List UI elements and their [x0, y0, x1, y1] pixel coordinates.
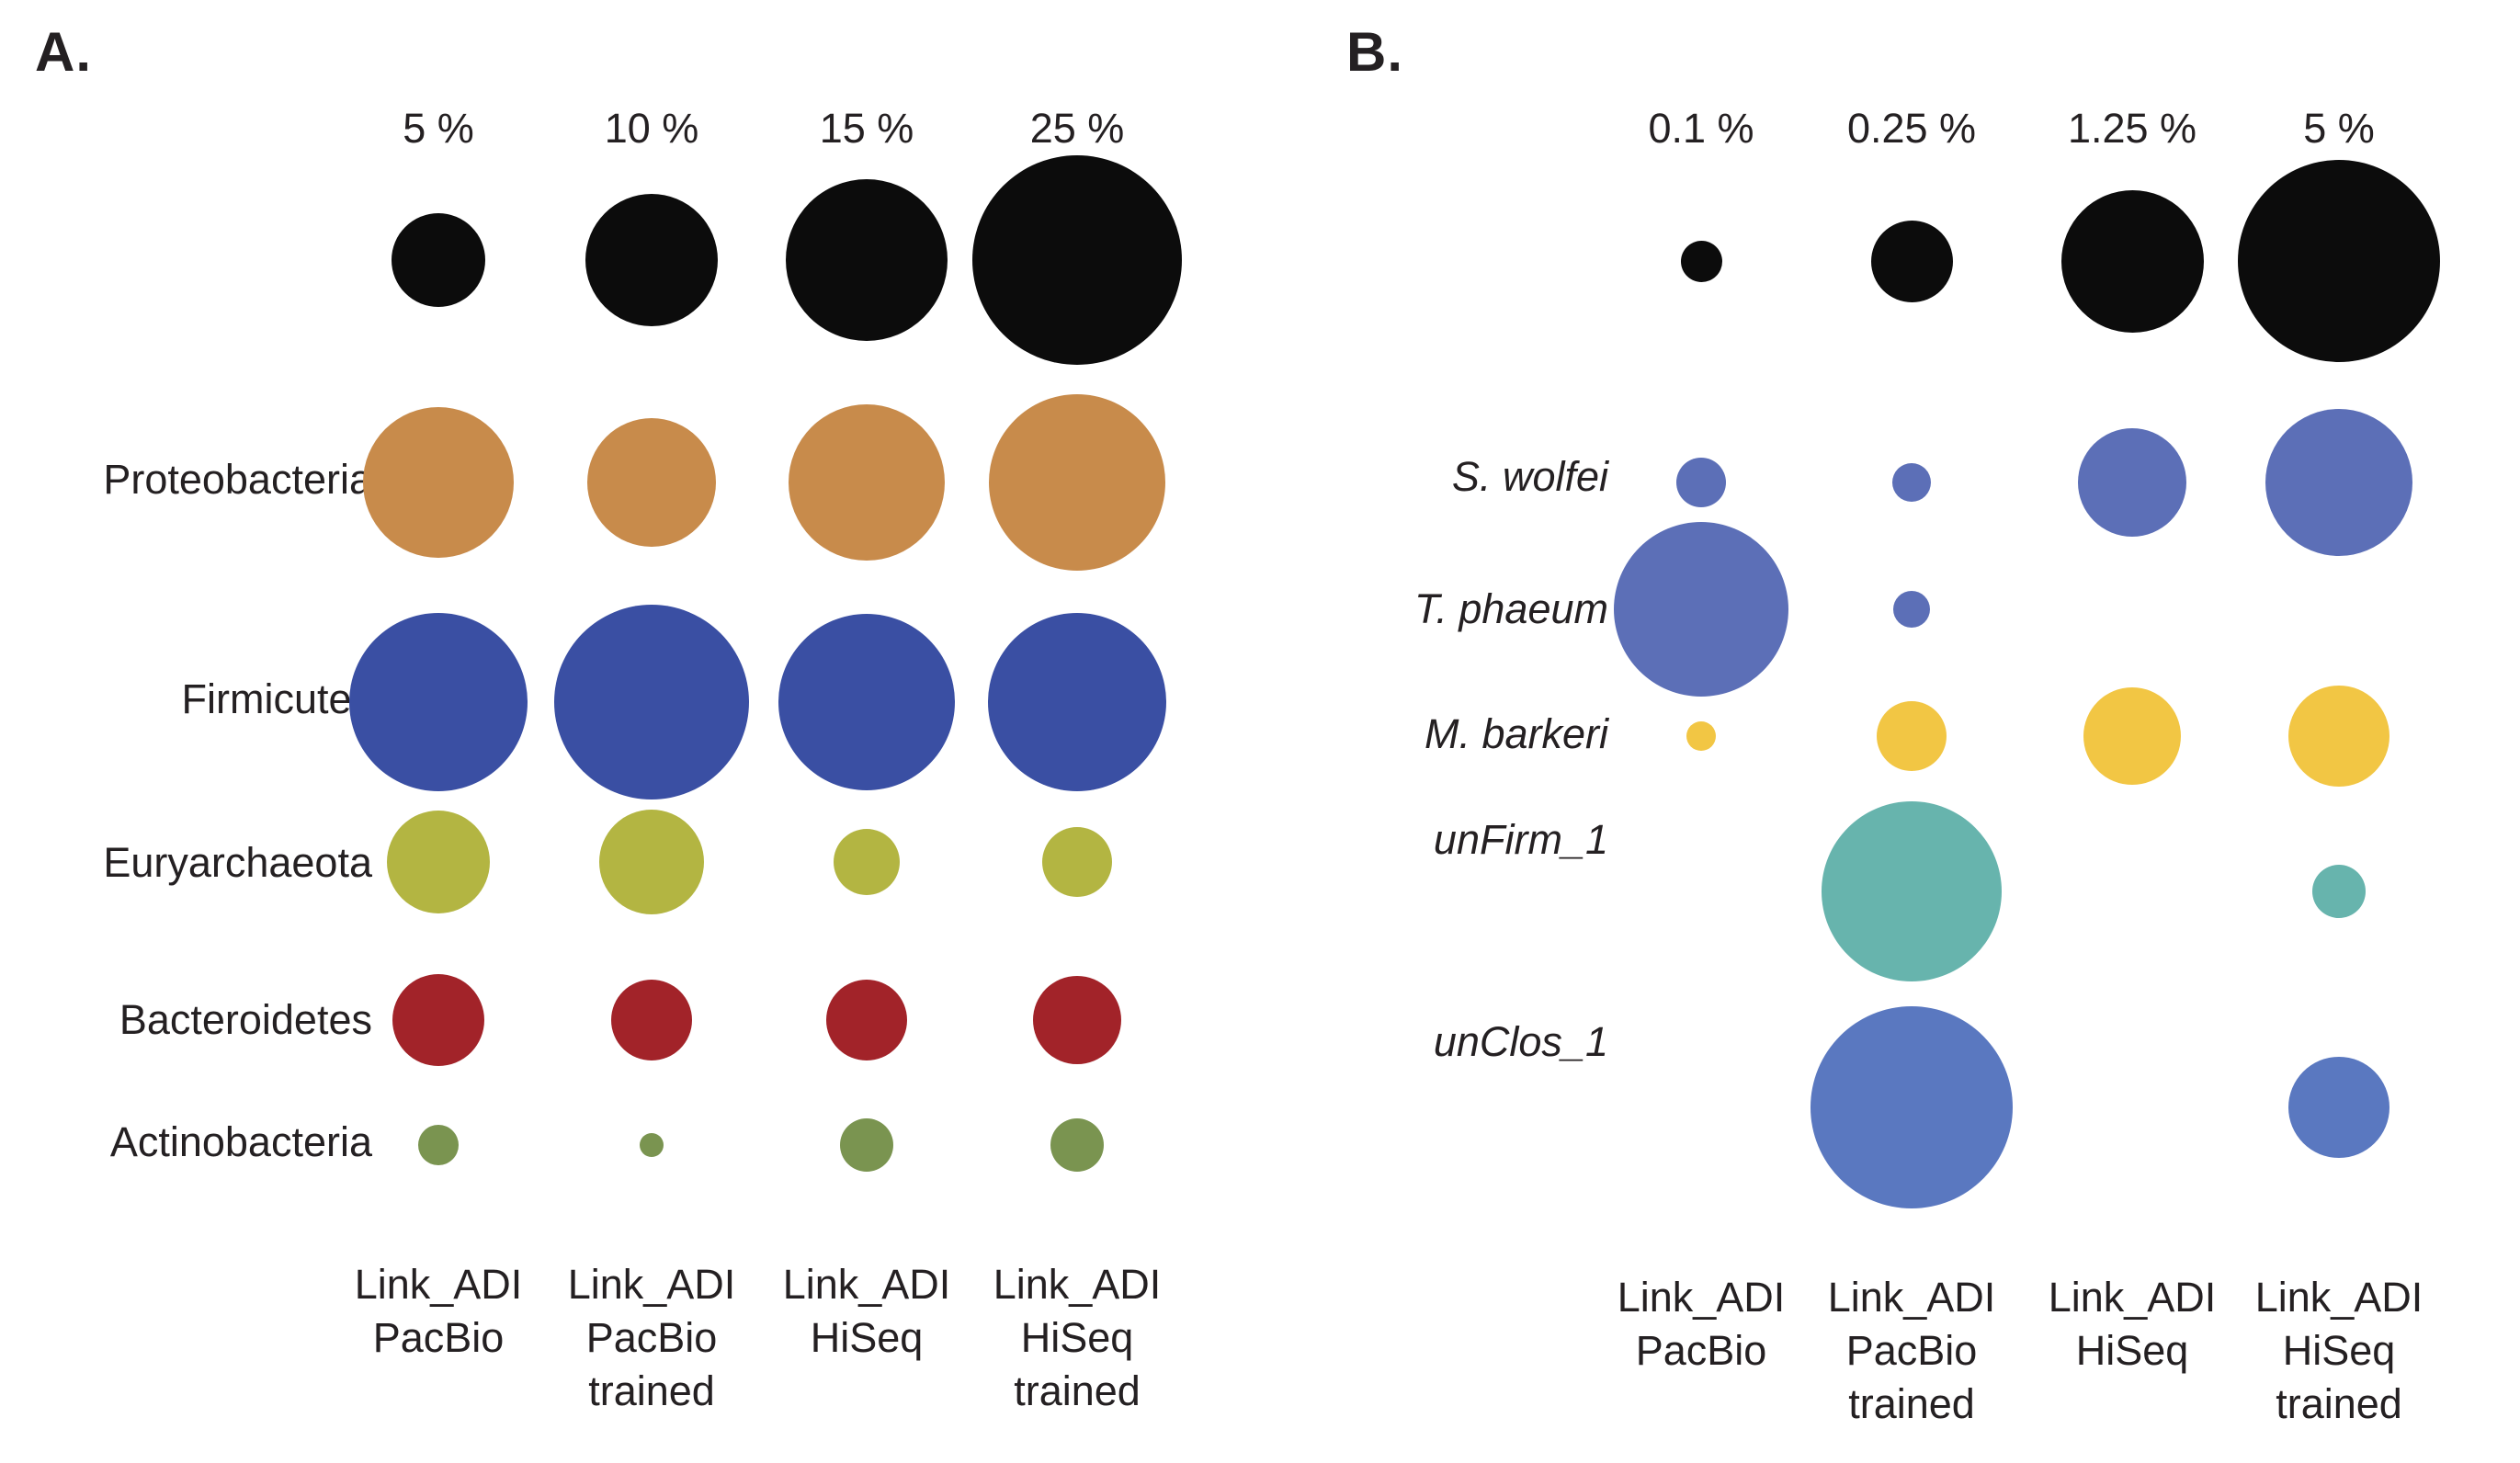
- column-label: Link_ADI PacBio: [355, 1258, 523, 1365]
- column-label-line: trained: [1848, 1380, 1975, 1427]
- bubble: [587, 418, 716, 547]
- column-label-line: trained: [2276, 1380, 2402, 1427]
- bubble: [778, 614, 955, 790]
- size-legend-label: 5 %: [2303, 105, 2375, 152]
- bubble: [349, 613, 528, 791]
- bubble: [834, 829, 900, 895]
- size-legend-circle: [2060, 189, 2204, 333]
- bubble: [989, 394, 1165, 571]
- column-label: Link_ADI HiSeq trained: [993, 1258, 1162, 1418]
- column-label-line: HiSeq: [2075, 1327, 2189, 1374]
- size-legend-label: 10 %: [604, 105, 699, 152]
- size-legend-label: 1.25 %: [2067, 105, 2197, 152]
- row-label: Bacteroidetes: [119, 995, 372, 1043]
- bubble: [599, 810, 704, 914]
- column-label: Link_ADI PacBio trained: [1828, 1271, 1996, 1431]
- column-label-line: HiSeq: [1020, 1314, 1134, 1361]
- size-legend-circle: [1870, 220, 1953, 302]
- column-label-line: HiSeq: [810, 1314, 924, 1361]
- bubble: [2312, 865, 2366, 918]
- column-label: Link_ADI PacBio: [1618, 1271, 1786, 1378]
- bubble: [1822, 801, 2002, 981]
- size-legend-circle: [972, 155, 1182, 365]
- bubble: [1877, 701, 1947, 771]
- row-label: Actinobacteria: [109, 1117, 372, 1165]
- bubble: [392, 974, 484, 1066]
- row-label: Firmicutes: [181, 675, 372, 722]
- column-label-line: Link_ADI: [2254, 1274, 2424, 1321]
- bubble: [1686, 721, 1716, 751]
- panel-a-label: A.: [35, 21, 92, 83]
- bubble: [554, 605, 749, 800]
- bubble: [789, 404, 945, 561]
- column-label: Link_ADI PacBio trained: [568, 1258, 736, 1418]
- bubble: [418, 1125, 459, 1165]
- column-label-line: Link_ADI: [782, 1261, 951, 1308]
- column-label-line: PacBio: [1845, 1327, 1978, 1374]
- column-label-line: Link_ADI: [1617, 1274, 1786, 1321]
- column-label-line: Link_ADI: [2048, 1274, 2217, 1321]
- bubble: [1892, 463, 1931, 502]
- column-label-line: PacBio: [1635, 1327, 1767, 1374]
- bubble: [840, 1118, 893, 1172]
- row-label: Euryarchaeota: [103, 838, 372, 886]
- size-legend-circle: [786, 179, 948, 341]
- bubble: [1676, 458, 1726, 507]
- size-legend-label: 25 %: [1029, 105, 1125, 152]
- bubble: [363, 407, 514, 558]
- row-label: Proteobacteria: [103, 455, 372, 503]
- bubble: [1614, 522, 1788, 697]
- row-label: unClos_1: [1433, 1017, 1608, 1065]
- column-label-line: PacBio: [372, 1314, 505, 1361]
- size-legend-label: 0.25 %: [1846, 105, 1977, 152]
- size-legend-label: 0.1 %: [1648, 105, 1754, 152]
- size-legend-label: 5 %: [403, 105, 474, 152]
- bubble: [640, 1133, 664, 1157]
- bubble: [2288, 1057, 2389, 1158]
- size-legend-circle: [585, 194, 718, 326]
- row-label: T. phaeum: [1414, 584, 1608, 632]
- size-legend-label: 15 %: [819, 105, 914, 152]
- bubble: [1050, 1118, 1104, 1172]
- column-label-line: Link_ADI: [354, 1261, 523, 1308]
- size-legend-circle: [392, 213, 485, 307]
- bubble: [2288, 686, 2389, 787]
- size-legend-circle: [1680, 240, 1722, 282]
- row-label: S. wolfei: [1451, 452, 1608, 500]
- bubble: [387, 811, 490, 913]
- bubble: [826, 980, 907, 1060]
- column-label: Link_ADI HiSeq: [2049, 1271, 2217, 1378]
- bubble: [1033, 976, 1121, 1064]
- row-label: M. barkeri: [1424, 709, 1608, 757]
- bubble: [988, 613, 1166, 791]
- bubble: [2083, 687, 2181, 785]
- size-legend-circle: [2238, 160, 2440, 362]
- bubble: [1811, 1006, 2013, 1208]
- column-label-line: Link_ADI: [567, 1261, 736, 1308]
- column-label: Link_ADI HiSeq: [783, 1258, 951, 1365]
- column-label-line: trained: [1014, 1367, 1141, 1414]
- bubble: [1893, 591, 1930, 628]
- row-label: unFirm_1: [1433, 815, 1608, 863]
- panel-b-label: B.: [1346, 21, 1403, 83]
- column-label-line: PacBio: [585, 1314, 718, 1361]
- column-label: Link_ADI HiSeq trained: [2255, 1271, 2424, 1431]
- bubble: [2265, 409, 2412, 556]
- bubble: [1042, 827, 1112, 897]
- column-label-line: Link_ADI: [1827, 1274, 1996, 1321]
- bubble: [2078, 428, 2186, 537]
- column-label-line: trained: [588, 1367, 715, 1414]
- column-label-line: HiSeq: [2282, 1327, 2396, 1374]
- column-label-line: Link_ADI: [993, 1261, 1162, 1308]
- bubble: [611, 980, 692, 1060]
